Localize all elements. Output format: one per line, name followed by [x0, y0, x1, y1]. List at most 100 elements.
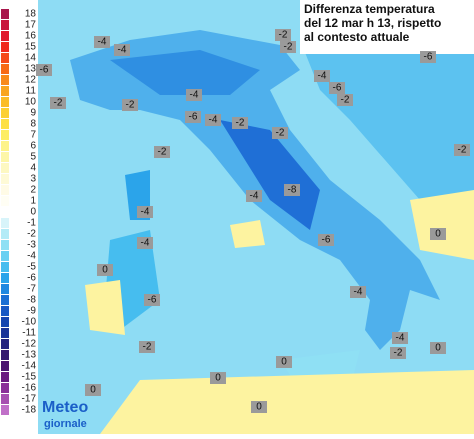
- legend-swatch: [1, 328, 9, 338]
- map-label: 0: [435, 343, 441, 354]
- map-label: -6: [424, 52, 433, 63]
- legend-label: -14: [22, 361, 37, 372]
- map-label: -4: [98, 37, 107, 48]
- legend-label: -3: [27, 240, 36, 251]
- map-label-box: [114, 44, 130, 56]
- legend-label: 9: [30, 108, 36, 119]
- legend-swatch: [1, 262, 9, 272]
- legend-label: 10: [25, 97, 37, 108]
- legend-label: 11: [26, 86, 37, 97]
- legend-label: -16: [22, 383, 37, 394]
- legend-label: -9: [27, 306, 36, 317]
- map-label-box: [390, 347, 406, 359]
- map-label-box: [314, 70, 330, 82]
- cold-patch: [110, 50, 260, 95]
- legend-label: -17: [22, 394, 37, 405]
- map-label-box: [144, 294, 160, 306]
- legend-swatch: [1, 273, 9, 283]
- map-label: 0: [102, 265, 108, 276]
- map-label: -4: [118, 45, 127, 56]
- legend-swatch: [1, 372, 9, 382]
- map-label: -8: [288, 185, 297, 196]
- map-label-box: [50, 97, 66, 109]
- legend-label: 13: [25, 64, 37, 75]
- map-label-box: [186, 89, 202, 101]
- map-label: -2: [143, 342, 152, 353]
- legend-swatch: [1, 97, 9, 107]
- legend-label: 7: [30, 130, 36, 141]
- title-box: [300, 0, 474, 54]
- map-label: -2: [279, 30, 288, 41]
- legend-swatch: [1, 361, 9, 371]
- legend-swatch: [1, 317, 9, 327]
- map-label: -4: [250, 191, 259, 202]
- map-label-box: [337, 94, 353, 106]
- map-label-box: [420, 51, 436, 63]
- map-label: -2: [236, 118, 245, 129]
- legend-label: -10: [22, 317, 37, 328]
- legend-label: 8: [30, 119, 36, 130]
- legend-label: 12: [25, 75, 37, 86]
- warm-patch: [85, 280, 125, 335]
- warm-patch: [410, 190, 474, 260]
- map-label-box: [350, 286, 366, 298]
- legend-swatch: [1, 185, 9, 195]
- map-label: -6: [40, 65, 49, 76]
- legend-swatch: [1, 119, 9, 129]
- legend-swatch: [1, 86, 9, 96]
- legend-label: -18: [22, 405, 37, 416]
- map-label: -4: [141, 238, 150, 249]
- legend-label: -11: [22, 328, 36, 339]
- map-label-box: [329, 82, 345, 94]
- map-label: -6: [322, 235, 331, 246]
- map-label-box: [97, 264, 113, 276]
- legend-swatch: [1, 251, 9, 261]
- legend-swatch: [1, 229, 9, 239]
- warm-patch: [230, 220, 265, 248]
- legend-swatch: [1, 306, 9, 316]
- map-label: -4: [209, 115, 218, 126]
- map-label-box: [185, 111, 201, 123]
- map-label-box: [272, 127, 288, 139]
- map-label: -2: [458, 145, 467, 156]
- legend-swatch: [1, 383, 9, 393]
- legend-label: -4: [27, 251, 36, 262]
- legend-swatch: [1, 405, 9, 415]
- map-label: -2: [341, 95, 350, 106]
- map-label-box: [137, 237, 153, 249]
- legend-swatch: [1, 174, 9, 184]
- map-label: 0: [90, 385, 96, 396]
- legend-label: -12: [22, 339, 37, 350]
- map-label-box: [85, 384, 101, 396]
- legend-swatch: [1, 207, 9, 217]
- legend-label: 0: [30, 207, 36, 218]
- logo-sub: giornale: [44, 418, 87, 430]
- map-label-box: [276, 356, 292, 368]
- map-label-box: [251, 401, 267, 413]
- legend-label: 5: [30, 152, 36, 163]
- map-label-box: [280, 41, 296, 53]
- legend-label: 14: [25, 53, 37, 64]
- legend-label: 3: [30, 174, 36, 185]
- legend-label: 15: [25, 42, 37, 53]
- legend-label: 2: [30, 185, 36, 196]
- legend-swatch: [1, 152, 9, 162]
- title-line: Differenza temperatura: [304, 2, 435, 16]
- legend-label: -7: [27, 284, 36, 295]
- map-label-box: [430, 228, 446, 240]
- map-label: -6: [333, 83, 342, 94]
- legend-swatch: [1, 53, 9, 63]
- map-label-box: [232, 117, 248, 129]
- map-label: 0: [435, 229, 441, 240]
- legend-swatch: [1, 130, 9, 140]
- title-line: al contesto attuale: [304, 30, 410, 44]
- map-label-box: [210, 372, 226, 384]
- map-label-box: [154, 146, 170, 158]
- legend-label: 16: [25, 31, 37, 42]
- legend-swatch: [1, 20, 9, 30]
- legend-swatch: [1, 64, 9, 74]
- map-label-box: [246, 190, 262, 202]
- logo-brand: Meteo: [42, 399, 88, 416]
- map-label-box: [36, 64, 52, 76]
